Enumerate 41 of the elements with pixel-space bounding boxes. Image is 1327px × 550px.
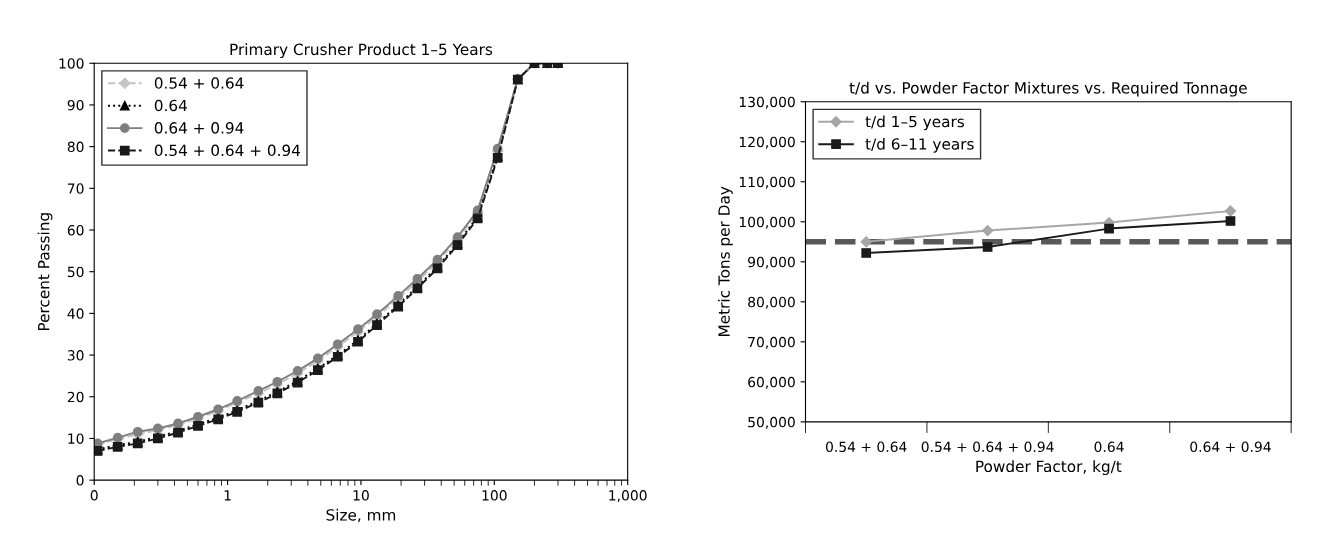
y-tick-label: 90,000	[748, 256, 795, 269]
y-tick-label: 30	[67, 350, 84, 361]
y-tick-label: 60,000	[748, 376, 795, 389]
x-axis-title: Size, mm	[326, 508, 396, 523]
y-tick-label: 80,000	[748, 296, 795, 309]
x-axis-title: Powder Factor, kg/t	[976, 460, 1122, 476]
y-tick-label: 100	[59, 58, 84, 69]
x-tick-label: 0.64	[1094, 441, 1124, 453]
y-tick-label: 60	[67, 224, 84, 236]
x-tick-label: 0.54 + 0.64	[825, 441, 907, 453]
legend-label: 0.64 + 0.94	[154, 122, 244, 134]
x-tick-label: 10	[353, 490, 369, 501]
y-tick-label: 10	[68, 433, 84, 444]
y-axis-title: Percent Passing	[37, 213, 53, 331]
x-tick-label: 0	[90, 490, 98, 501]
x-tick-label: 0.64 + 0.94	[1190, 441, 1271, 453]
legend-label: t/d 6–11 years	[865, 137, 974, 153]
x-tick-label: 0.54 + 0.64 + 0.94	[921, 441, 1054, 453]
y-tick-label: 0	[76, 475, 84, 486]
x-tick-label: 100	[482, 490, 507, 501]
y-tick-label: 50	[67, 266, 84, 278]
legend-label: 0.54 + 0.64	[154, 77, 244, 89]
x-tick-label: 1,000	[609, 490, 647, 503]
y-tick-label: 70,000	[748, 336, 795, 349]
chart-title: Primary Crusher Product 1–5 Years	[230, 43, 493, 59]
y-tick-label: 70	[67, 183, 84, 194]
x-tick-label: 1	[224, 490, 231, 501]
y-tick-label: 80	[67, 141, 84, 153]
y-tick-label: 110,000	[739, 176, 795, 189]
y-axis-title: Metric Tons per Day	[717, 186, 733, 336]
y-tick-label: 40	[67, 308, 84, 319]
legend-label: 0.64	[154, 99, 187, 112]
y-tick-label: 20	[67, 391, 84, 403]
y-tick-label: 120,000	[739, 136, 795, 149]
y-tick-label: 130,000	[739, 96, 795, 109]
chart-title: t/d vs. Powder Factor Mixtures vs. Required Tonnage	[849, 81, 1247, 97]
legend-label: 0.54 + 0.64 + 0.94	[154, 144, 301, 157]
y-tick-label: 100,000	[739, 216, 795, 229]
y-tick-label: 90	[67, 99, 84, 111]
y-tick-label: 50,000	[748, 416, 795, 429]
legend-label: t/d 1–5 years	[865, 115, 964, 131]
